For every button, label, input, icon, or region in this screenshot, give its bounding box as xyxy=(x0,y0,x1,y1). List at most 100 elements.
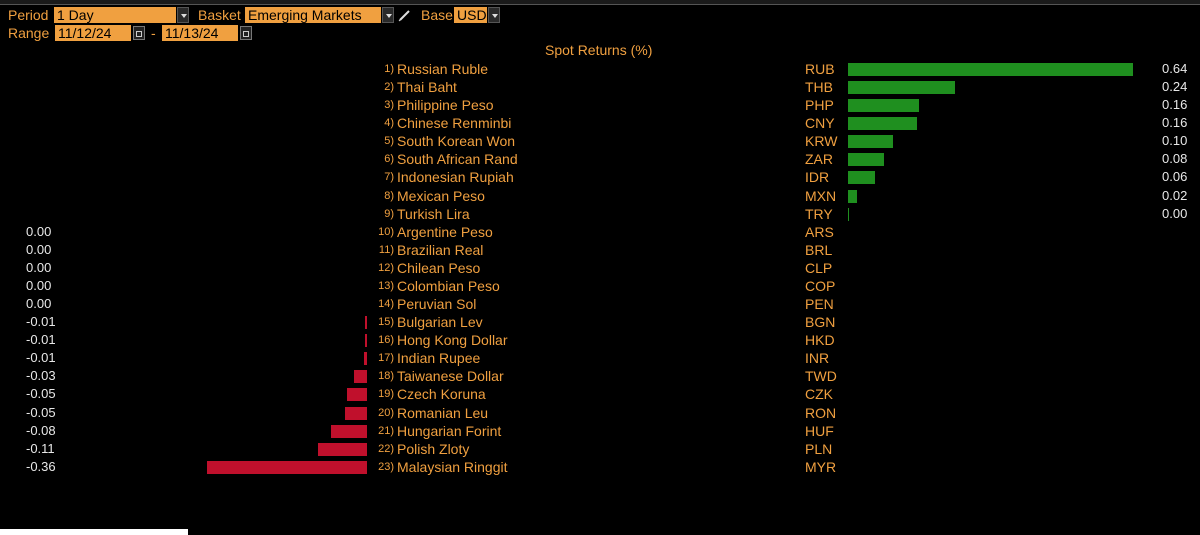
base-dropdown-icon[interactable] xyxy=(488,7,500,23)
period-label: Period xyxy=(8,7,49,23)
currency-name: Chilean Peso xyxy=(397,259,481,276)
calendar-end-icon[interactable] xyxy=(240,26,252,40)
rank-label: 13) xyxy=(378,279,394,292)
currency-name: Argentine Peso xyxy=(397,223,493,240)
value-label: -0.08 xyxy=(26,422,56,438)
range-separator: - xyxy=(151,25,156,41)
value-label: 0.06 xyxy=(1162,169,1188,185)
currency-code: COP xyxy=(805,277,836,294)
currency-code: MYR xyxy=(805,458,837,475)
top-border xyxy=(0,0,1200,5)
value-label: 0.24 xyxy=(1162,79,1188,95)
currency-code: BGN xyxy=(805,314,836,331)
currency-name: South African Rand xyxy=(397,151,518,168)
basket-label: Basket xyxy=(198,7,241,23)
currency-code: HUF xyxy=(805,422,834,439)
rank-label: 18) xyxy=(378,370,394,383)
rank-label: 11) xyxy=(378,243,394,256)
currency-code: CZK xyxy=(805,386,833,403)
range-start-input[interactable]: 11/12/24 xyxy=(55,25,131,41)
currency-code: TWD xyxy=(805,368,837,385)
negative-bar xyxy=(353,370,367,384)
currency-code: PLN xyxy=(805,440,833,457)
currency-code: ZAR xyxy=(805,151,833,168)
negative-bar xyxy=(207,460,367,474)
value-label: 0.00 xyxy=(1162,205,1188,221)
period-select[interactable]: 1 Day xyxy=(54,7,176,23)
negative-bar xyxy=(344,406,367,420)
rank-label: 20) xyxy=(378,406,394,419)
currency-code: ARS xyxy=(805,223,834,240)
basket-dropdown-icon[interactable] xyxy=(382,7,394,23)
currency-code: CNY xyxy=(805,115,835,132)
positive-bar xyxy=(848,99,920,113)
rank-label: 4) xyxy=(384,117,394,130)
rank-label: 17) xyxy=(378,352,394,365)
rank-label: 5) xyxy=(384,135,394,148)
period-dropdown-icon[interactable] xyxy=(177,7,189,23)
base-label: Base xyxy=(421,7,453,23)
currency-name: Hungarian Forint xyxy=(397,422,502,439)
value-label: -0.03 xyxy=(26,368,56,384)
currency-code: RON xyxy=(805,404,837,421)
currency-code: KRW xyxy=(805,133,838,150)
value-label: 0.16 xyxy=(1162,97,1188,113)
rank-label: 23) xyxy=(378,460,394,473)
positive-bar xyxy=(848,135,893,149)
value-label: -0.05 xyxy=(26,386,56,402)
value-label: -0.01 xyxy=(26,332,56,348)
value-label: 0.64 xyxy=(1162,61,1188,76)
rank-label: 21) xyxy=(378,424,394,437)
currency-name: South Korean Won xyxy=(397,133,516,150)
rank-label: 3) xyxy=(384,99,394,112)
currency-code: MXN xyxy=(805,187,837,204)
calendar-start-icon[interactable] xyxy=(133,26,145,40)
rank-label: 6) xyxy=(384,153,394,166)
currency-name: Czech Koruna xyxy=(397,386,486,403)
negative-bar xyxy=(364,316,367,330)
rank-label: 2) xyxy=(384,81,394,94)
value-label: -0.01 xyxy=(26,350,56,366)
edit-pencil-icon[interactable] xyxy=(398,8,412,22)
currency-code: TRY xyxy=(805,205,833,222)
currency-name: Romanian Leu xyxy=(397,404,489,421)
negative-bar xyxy=(363,352,367,366)
rank-label: 9) xyxy=(384,207,394,220)
value-label: -0.05 xyxy=(26,404,56,420)
value-label: 0.00 xyxy=(26,259,52,275)
currency-name: Malaysian Ringgit xyxy=(397,458,508,475)
value-label: -0.36 xyxy=(26,458,56,474)
chart-title: Spot Returns (%) xyxy=(545,42,653,58)
rank-label: 19) xyxy=(378,388,394,401)
base-select[interactable]: USD xyxy=(454,7,487,23)
currency-name: Hong Kong Dollar xyxy=(397,332,508,349)
currency-name: Turkish Lira xyxy=(397,205,470,222)
currency-code: THB xyxy=(805,79,833,96)
positive-bar xyxy=(848,171,875,185)
currency-name: Taiwanese Dollar xyxy=(397,368,504,385)
negative-bar xyxy=(331,424,367,438)
rank-label: 8) xyxy=(384,189,394,202)
range-end-input[interactable]: 11/13/24 xyxy=(162,25,238,41)
value-label: 0.02 xyxy=(1162,187,1188,203)
currency-name: Colombian Peso xyxy=(397,277,500,294)
basket-select[interactable]: Emerging Markets xyxy=(245,7,381,23)
positive-bar xyxy=(848,153,884,167)
currency-name: Russian Ruble xyxy=(397,61,489,77)
rank-label: 22) xyxy=(378,442,394,455)
value-label: 0.08 xyxy=(1162,151,1188,167)
currency-name: Polish Zloty xyxy=(397,440,470,457)
negative-bar xyxy=(364,334,367,348)
currency-code: INR xyxy=(805,350,830,367)
value-label: -0.01 xyxy=(26,314,56,330)
currency-name: Indonesian Rupiah xyxy=(397,169,514,186)
currency-name: Chinese Renminbi xyxy=(397,115,512,132)
currency-name: Peruvian Sol xyxy=(397,296,477,313)
rank-label: 14) xyxy=(378,298,394,311)
currency-code: RUB xyxy=(805,61,835,77)
currency-code: HKD xyxy=(805,332,835,349)
value-label: 0.16 xyxy=(1162,115,1188,131)
rank-label: 1) xyxy=(384,63,394,75)
positive-bar xyxy=(848,117,918,131)
rank-label: 15) xyxy=(378,316,394,329)
